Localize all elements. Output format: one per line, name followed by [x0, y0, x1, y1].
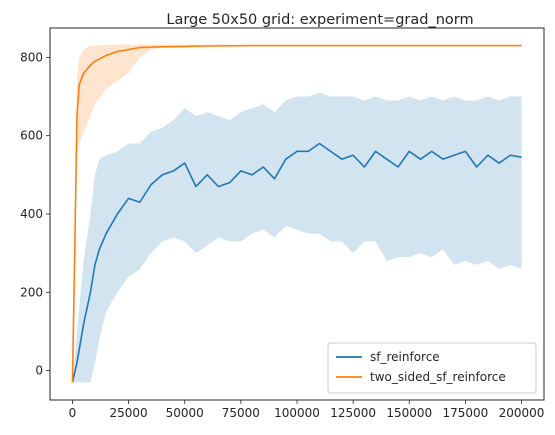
- legend-box: [327, 342, 537, 394]
- plot-area: [71, 44, 522, 383]
- y-tick-label: 800: [20, 50, 43, 64]
- x-tick-label: 100000: [274, 406, 320, 420]
- x-tick-label: 25000: [109, 406, 147, 420]
- x-tick-label: 175000: [443, 406, 489, 420]
- x-tick-label: 200000: [499, 406, 545, 420]
- axes: 0 25000 50000 75000 100000 125000 150000 175000…: [20, 50, 544, 420]
- x-tick-label: 150000: [386, 406, 432, 420]
- series-band-sf_reinforce: [72, 92, 522, 383]
- y-tick-label: 0: [35, 364, 43, 378]
- x-tick-label: 0: [69, 406, 77, 420]
- x-tick-label: 125000: [330, 406, 376, 420]
- x-tick-label: 75000: [222, 406, 260, 420]
- series-line-sf_reinforce: [71, 142, 522, 383]
- series-band-two_sided_sf_reinforce: [72, 44, 522, 383]
- y-tick-label: 400: [20, 207, 43, 221]
- legend-label-sf_reinforce: sf_reinforce: [370, 350, 440, 364]
- y-tick-label: 200: [20, 285, 43, 299]
- y-tick-label: 600: [20, 129, 43, 143]
- series-line-two_sided_sf_reinforce: [71, 44, 522, 383]
- x-tick-label: 50000: [166, 406, 204, 420]
- chart-title: Large 50x50 grid: experiment=grad_norm: [166, 12, 473, 28]
- legend-label-two_sided_sf_reinforce: two_sided_sf_reinforce: [370, 370, 506, 384]
- legend: sf_reinforce two_sided_sf_reinforce: [327, 342, 537, 394]
